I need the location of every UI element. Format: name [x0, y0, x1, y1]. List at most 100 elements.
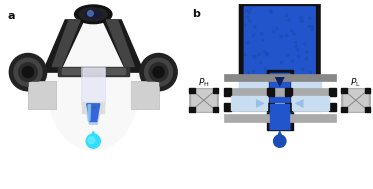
Circle shape [264, 99, 266, 101]
Circle shape [247, 15, 249, 18]
Circle shape [246, 42, 248, 44]
Circle shape [311, 78, 313, 81]
Circle shape [260, 62, 262, 64]
Circle shape [305, 57, 308, 60]
Circle shape [288, 19, 290, 21]
Circle shape [88, 11, 93, 16]
Circle shape [297, 49, 299, 51]
Bar [28, 81, 56, 109]
Circle shape [145, 58, 173, 86]
Bar [224, 74, 336, 81]
Bar [239, 77, 270, 111]
Circle shape [280, 62, 282, 64]
Circle shape [255, 88, 257, 90]
Circle shape [245, 24, 247, 27]
Circle shape [245, 54, 247, 56]
Polygon shape [43, 20, 84, 72]
Circle shape [249, 12, 251, 14]
Circle shape [291, 29, 293, 32]
Text: $P_\mathsf{H}$: $P_\mathsf{H}$ [198, 76, 209, 89]
Bar [62, 68, 125, 74]
Circle shape [307, 79, 309, 81]
Circle shape [302, 82, 304, 84]
Circle shape [282, 85, 284, 87]
Circle shape [260, 33, 263, 35]
Circle shape [300, 85, 302, 87]
Circle shape [271, 77, 273, 79]
Circle shape [301, 68, 304, 71]
Bar [213, 107, 218, 112]
Circle shape [295, 45, 297, 47]
Circle shape [266, 71, 268, 74]
Polygon shape [106, 20, 134, 67]
Bar [270, 73, 289, 129]
Circle shape [149, 63, 168, 81]
Circle shape [309, 17, 311, 19]
Bar [224, 88, 336, 96]
Circle shape [248, 76, 250, 78]
Circle shape [297, 55, 300, 57]
Bar [189, 107, 195, 112]
Bar [231, 96, 267, 110]
Polygon shape [88, 105, 90, 121]
Circle shape [266, 54, 268, 56]
Circle shape [286, 35, 288, 37]
Bar [269, 73, 290, 129]
Text: $P_\mathsf{L}$: $P_\mathsf{L}$ [350, 76, 361, 89]
Circle shape [307, 80, 309, 82]
Circle shape [306, 51, 308, 53]
Circle shape [291, 60, 294, 63]
Circle shape [300, 17, 302, 19]
Polygon shape [85, 104, 101, 124]
Bar [29, 82, 55, 108]
Bar [224, 88, 231, 96]
Circle shape [272, 30, 275, 32]
Ellipse shape [47, 20, 140, 150]
Circle shape [263, 51, 266, 53]
Circle shape [253, 70, 255, 73]
Circle shape [297, 84, 300, 86]
Circle shape [266, 92, 268, 94]
Circle shape [269, 9, 272, 12]
Bar [329, 88, 336, 96]
Circle shape [153, 67, 164, 78]
Ellipse shape [79, 8, 107, 21]
Circle shape [308, 25, 310, 27]
Circle shape [265, 93, 267, 96]
Circle shape [311, 28, 313, 30]
Circle shape [253, 34, 255, 36]
Circle shape [247, 71, 250, 74]
Ellipse shape [75, 5, 112, 24]
Bar [285, 103, 292, 111]
Bar [131, 81, 159, 109]
Polygon shape [239, 4, 321, 113]
Circle shape [246, 92, 248, 94]
Circle shape [285, 98, 287, 101]
Bar [365, 107, 370, 112]
Bar [285, 88, 292, 96]
Polygon shape [87, 104, 100, 122]
Bar [82, 102, 104, 113]
Circle shape [258, 53, 260, 56]
Circle shape [274, 135, 286, 147]
Bar [341, 88, 347, 93]
Circle shape [14, 58, 42, 86]
Circle shape [276, 27, 278, 29]
Bar [82, 102, 104, 113]
Circle shape [297, 96, 300, 98]
Polygon shape [103, 20, 144, 72]
Text: SHURE: SHURE [89, 106, 98, 110]
Circle shape [254, 56, 256, 58]
Circle shape [274, 75, 276, 77]
Bar [289, 77, 321, 111]
Bar [58, 67, 129, 76]
Circle shape [19, 63, 37, 81]
Circle shape [286, 89, 289, 91]
Circle shape [264, 87, 266, 89]
Circle shape [266, 53, 268, 55]
Circle shape [293, 33, 295, 35]
Circle shape [249, 8, 251, 10]
Bar [83, 68, 104, 103]
Circle shape [86, 134, 100, 148]
Bar [343, 89, 369, 111]
